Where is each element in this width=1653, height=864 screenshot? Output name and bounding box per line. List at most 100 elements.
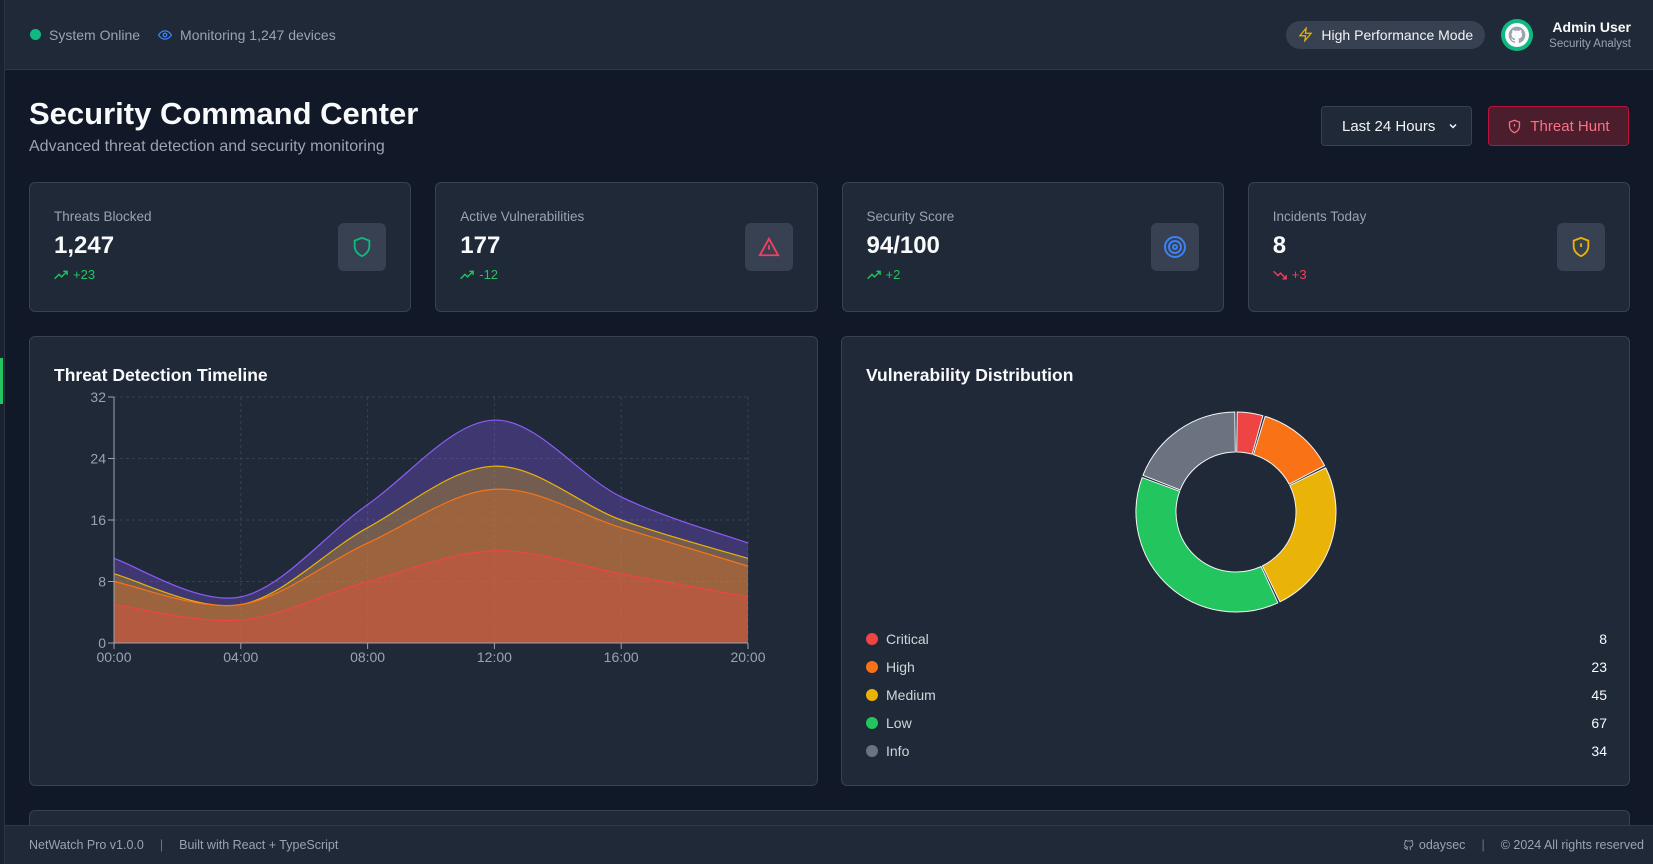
legend-label: Low	[886, 715, 912, 731]
stat-value: 177	[460, 232, 501, 259]
performance-mode-button[interactable]: High Performance Mode	[1286, 20, 1486, 49]
user-info[interactable]: Admin User Security Analyst	[1549, 19, 1631, 50]
legend-count: 45	[1591, 687, 1607, 703]
series-area	[114, 466, 748, 643]
footer-author-link[interactable]: odaysec	[1403, 838, 1466, 852]
timeline-title: Threat Detection Timeline	[54, 365, 268, 385]
shield-alert-icon	[1572, 236, 1590, 258]
legend-dot	[866, 633, 878, 645]
legend-dot	[866, 745, 878, 757]
stat-card-active-vulnerabilities[interactable]: Active Vulnerabilities 177 -12	[435, 182, 818, 312]
stat-card-threats-blocked[interactable]: Threats Blocked 1,247 +23	[29, 182, 412, 312]
stat-card-incidents-today[interactable]: Incidents Today 8 +3	[1247, 182, 1630, 312]
stat-trend: +2	[866, 267, 1199, 282]
eye-icon	[158, 29, 173, 40]
stats-row: Threats Blocked 1,247 +23 Active Vulnera…	[29, 182, 1630, 312]
footer-version: NetWatch Pro v1.0.0	[29, 838, 144, 852]
stat-trend: -12	[460, 267, 792, 282]
x-tick-label: 20:00	[730, 649, 765, 665]
donut-slice-info[interactable]	[1142, 411, 1236, 491]
legend-item-info: Info 34	[866, 737, 1607, 765]
trending-up-icon	[460, 270, 475, 279]
avatar[interactable]	[1501, 18, 1534, 51]
legend-label: Medium	[886, 687, 936, 703]
shield-icon	[354, 236, 371, 258]
page-header: Security Command Center Advanced threat …	[29, 96, 418, 156]
time-range-value: Last 24 Hours	[1342, 117, 1436, 135]
series-line	[113, 550, 749, 622]
stat-label: Threats Blocked	[54, 209, 152, 224]
stat-label: Incidents Today	[1272, 209, 1367, 224]
stat-label: Security Score	[866, 209, 955, 224]
stat-label: Active Vulnerabilities	[460, 209, 585, 224]
stat-trend-value: +2	[885, 267, 901, 282]
threat-timeline-chart: 0 8 16 24 32 00:00 04:00 08:00 12:00 16:00 20:00	[90, 389, 765, 665]
threat-hunt-button[interactable]: Threat Hunt	[1488, 106, 1629, 146]
series-line	[113, 419, 749, 599]
stat-value: 94/100	[866, 232, 940, 259]
monitoring-text: Monitoring 1,247 devices	[180, 26, 336, 43]
user-name: Admin User	[1552, 19, 1631, 35]
stat-trend: +3	[1272, 267, 1605, 282]
legend-dot	[866, 689, 878, 701]
legend-count: 8	[1599, 631, 1607, 647]
stat-icon-box	[1557, 223, 1605, 271]
stat-trend-value: +3	[1291, 267, 1307, 282]
left-rail	[0, 0, 5, 864]
stat-icon-box	[338, 223, 387, 271]
legend-item-low: Low 67	[866, 709, 1607, 737]
stat-trend: +23	[54, 267, 386, 282]
legend-label: High	[886, 659, 915, 675]
stat-trend-value: -12	[479, 267, 499, 282]
footer-author: odaysec	[1418, 838, 1466, 852]
series-area	[114, 550, 748, 643]
status-online-icon	[30, 29, 41, 40]
stat-trend-value: +23	[73, 267, 96, 282]
legend-label: Info	[886, 743, 910, 759]
target-icon	[1163, 236, 1186, 258]
trending-up-icon	[866, 270, 881, 279]
y-tick-label: 8	[98, 574, 106, 590]
vulnerability-legend: Critical 8 High 23 Medium 45 Low 67 Info 34	[866, 625, 1607, 765]
series-area	[114, 489, 748, 643]
stat-card-security-score[interactable]: Security Score 94/100 +2	[841, 182, 1224, 312]
system-status: System Online	[30, 27, 140, 43]
chevron-down-icon	[1449, 123, 1457, 129]
threat-timeline-panel: Threat Detection Timeline 0 8 16 24 32 00:00 0…	[29, 336, 818, 786]
legend-dot	[866, 661, 878, 673]
donut-slice-high[interactable]	[1252, 415, 1326, 485]
donut-slice-critical[interactable]	[1236, 411, 1264, 455]
legend-item-medium: Medium 45	[866, 681, 1607, 709]
footer-separator: |	[159, 838, 164, 852]
legend-count: 23	[1591, 659, 1607, 675]
github-icon	[1508, 26, 1526, 43]
monitoring-status: Monitoring 1,247 devices	[158, 27, 336, 43]
top-bar: System Online Monitoring 1,247 devices H…	[5, 0, 1653, 70]
performance-mode-label: High Performance Mode	[1321, 26, 1474, 43]
system-status-text: System Online	[49, 26, 141, 43]
time-range-select[interactable]: Last 24 Hours	[1321, 106, 1472, 146]
y-tick-label: 0	[98, 635, 106, 651]
y-tick-label: 32	[90, 389, 106, 405]
stat-value: 1,247	[54, 232, 115, 259]
y-tick-label: 16	[90, 512, 106, 528]
header-actions: Last 24 Hours Threat Hunt	[1321, 106, 1629, 146]
page-subtitle: Advanced threat detection and security m…	[29, 138, 385, 155]
legend-item-critical: Critical 8	[866, 625, 1607, 653]
series-line	[113, 488, 749, 607]
github-icon	[1403, 839, 1414, 850]
warning-triangle-icon	[757, 236, 780, 257]
page-title: Security Command Center	[29, 96, 419, 131]
trending-up-icon	[54, 270, 68, 279]
donut-slice-low[interactable]	[1135, 476, 1279, 613]
stat-value: 8	[1272, 232, 1287, 259]
vulnerability-panel: Vulnerability Distribution Critical 8 High…	[841, 336, 1630, 786]
vulnerability-title: Vulnerability Distribution	[866, 365, 1074, 385]
footer: NetWatch Pro v1.0.0 | Built with React +…	[5, 825, 1653, 864]
stat-icon-box	[1150, 223, 1199, 271]
legend-label: Critical	[886, 631, 929, 647]
x-tick-label: 12:00	[477, 649, 512, 665]
legend-count: 34	[1591, 743, 1607, 759]
series-area	[114, 420, 748, 643]
donut-slice-medium[interactable]	[1261, 467, 1337, 603]
